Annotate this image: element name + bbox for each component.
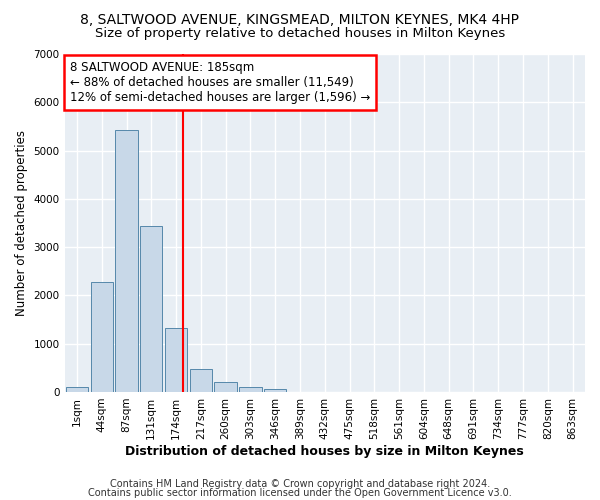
Bar — [165, 328, 187, 392]
Text: 8 SALTWOOD AVENUE: 185sqm
← 88% of detached houses are smaller (11,549)
12% of s: 8 SALTWOOD AVENUE: 185sqm ← 88% of detac… — [70, 61, 370, 104]
Bar — [66, 387, 88, 392]
Y-axis label: Number of detached properties: Number of detached properties — [15, 130, 28, 316]
Bar — [239, 387, 262, 392]
Text: Contains HM Land Registry data © Crown copyright and database right 2024.: Contains HM Land Registry data © Crown c… — [110, 479, 490, 489]
X-axis label: Distribution of detached houses by size in Milton Keynes: Distribution of detached houses by size … — [125, 444, 524, 458]
Bar — [115, 130, 137, 392]
Bar — [91, 282, 113, 392]
Bar — [140, 226, 163, 392]
Bar — [264, 389, 286, 392]
Bar — [190, 369, 212, 392]
Text: Size of property relative to detached houses in Milton Keynes: Size of property relative to detached ho… — [95, 28, 505, 40]
Bar — [214, 382, 237, 392]
Text: Contains public sector information licensed under the Open Government Licence v3: Contains public sector information licen… — [88, 488, 512, 498]
Text: 8, SALTWOOD AVENUE, KINGSMEAD, MILTON KEYNES, MK4 4HP: 8, SALTWOOD AVENUE, KINGSMEAD, MILTON KE… — [80, 12, 520, 26]
